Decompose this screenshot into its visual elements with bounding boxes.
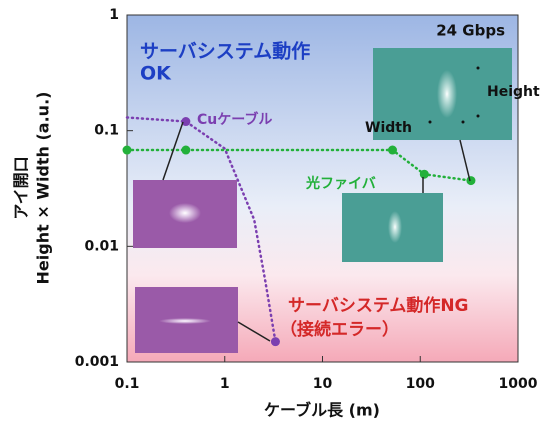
y-axis-label: アイ開口 — [12, 156, 31, 219]
x-axis-label: ケーブル長 (m) — [264, 401, 380, 420]
x-tick-label: 100 — [406, 376, 435, 392]
point — [387, 145, 397, 155]
point — [181, 145, 191, 155]
series-label: Cuケーブル — [197, 111, 272, 128]
width-label: Width — [365, 120, 412, 136]
point — [419, 169, 429, 179]
height-label: Height — [487, 84, 540, 100]
point — [122, 145, 132, 155]
eye — [159, 318, 211, 324]
x-tick-label: 10 — [313, 376, 333, 392]
connector — [162, 121, 184, 181]
insets — [133, 48, 512, 353]
series-label: 光ファイバ — [305, 175, 376, 192]
point — [270, 337, 280, 347]
eye — [169, 203, 201, 223]
ok-text: OK — [140, 63, 172, 85]
y-tick-label: 0.001 — [75, 354, 119, 370]
x-tick-label: 0.1 — [115, 376, 140, 392]
rate: 24 Gbps — [436, 22, 505, 40]
point — [466, 176, 476, 186]
series-line — [125, 116, 277, 343]
y-tick-label: 1 — [109, 7, 119, 23]
ng-text: サーバシステム動作NG — [288, 295, 469, 316]
x-tick-label: 1 — [220, 376, 230, 392]
y-tick-label: 0.01 — [84, 238, 119, 254]
point — [181, 117, 191, 127]
x-tick-label: 1000 — [499, 376, 538, 392]
eye — [437, 70, 457, 118]
connector — [459, 139, 471, 182]
ng-text: （接続エラー） — [280, 319, 399, 340]
eye — [388, 211, 402, 243]
connector — [237, 321, 271, 342]
y-axis-label: Height × Width (a.u.) — [34, 92, 53, 285]
ok-text: サーバシステム動作 — [140, 40, 310, 63]
y-tick-label: 0.1 — [94, 123, 119, 139]
